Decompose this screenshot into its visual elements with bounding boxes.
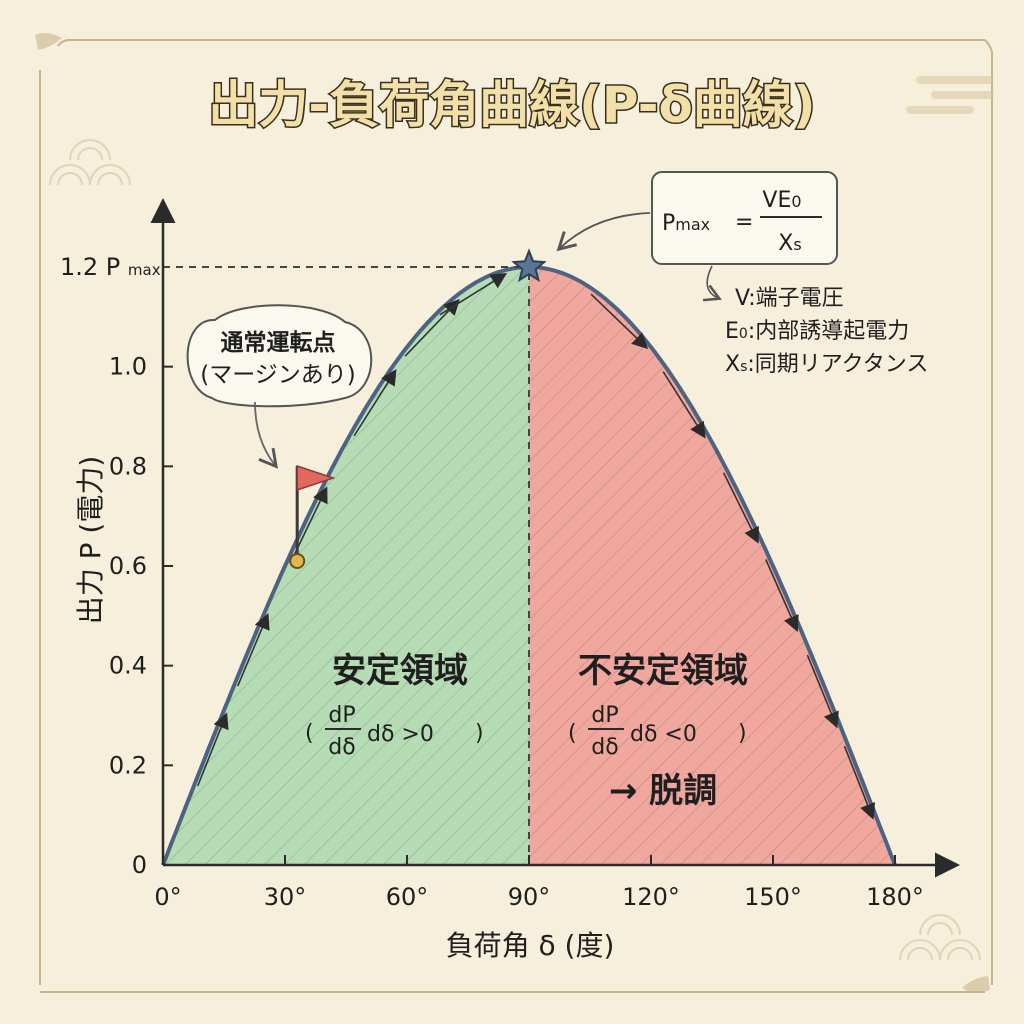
y-tick-label: 0.6 xyxy=(109,552,147,580)
condition-numerator: dP xyxy=(591,703,618,728)
tangent-arrow xyxy=(765,559,799,632)
condition-denominator: dδ xyxy=(591,735,618,760)
condition-close-paren: ) xyxy=(475,721,484,746)
formula-box xyxy=(651,171,838,265)
condition-denominator: dδ xyxy=(328,735,355,760)
y-tick-label: 0.8 xyxy=(109,452,147,480)
x-tick-label: 60° xyxy=(386,883,429,911)
y-tick-label: 0 xyxy=(132,851,147,879)
condition-inequality: dδ <0 xyxy=(630,722,697,747)
condition-open-paren: ( xyxy=(305,721,314,746)
x-tick-label: 150° xyxy=(744,883,802,911)
operating-point-marker xyxy=(289,553,306,570)
operating-point-label: 通常運転点 xyxy=(221,330,336,356)
y-axis-label: 出力 P (電力) xyxy=(74,456,107,625)
speech-bubble xyxy=(186,304,373,408)
y-tick-label: 0.4 xyxy=(109,652,147,680)
x-tick-label: 120° xyxy=(622,883,680,911)
tangent-arrow xyxy=(404,298,460,357)
cloud-decoration-top-right xyxy=(906,76,994,114)
x-axis-label: 負荷角 δ (度) xyxy=(446,929,615,962)
variable-legend-item: V:端子電圧 xyxy=(735,286,844,311)
x-tick-label: 30° xyxy=(264,883,307,911)
x-tick-label: 90° xyxy=(508,883,551,911)
y-tick-label: 1.0 xyxy=(109,353,147,381)
formula-equals: = xyxy=(735,210,753,235)
flag-icon xyxy=(296,464,336,492)
condition-inequality: dδ >0 xyxy=(367,722,434,747)
x-tick-label: 180° xyxy=(866,883,924,911)
condition-open-paren: ( xyxy=(568,721,577,746)
tangent-arrow xyxy=(590,293,649,350)
tangent-arrow xyxy=(196,712,229,787)
unstable-region-label: 不安定領域 xyxy=(578,651,748,691)
formula-denominator: Xs xyxy=(778,231,801,256)
tangent-arrow xyxy=(237,613,270,687)
wave-pattern-bottom-right xyxy=(899,914,981,961)
y-tick-label: 0.2 xyxy=(109,751,147,779)
wave-pattern-top-left xyxy=(49,139,131,186)
axes xyxy=(150,198,960,878)
star-icon xyxy=(511,248,547,283)
tangent-arrow xyxy=(843,745,876,820)
annotations: 通常運転点 (マージンあり) Pmax = VE0 Xs V:端子電圧 E0:内部誘導起電力 X… xyxy=(186,171,928,811)
tangent-arrow xyxy=(806,654,839,729)
tangent-arrow xyxy=(662,371,706,439)
plot-regions xyxy=(163,267,895,865)
x-tick-label: 0° xyxy=(154,883,181,911)
tangent-arrow xyxy=(439,273,508,316)
condition-numerator: dP xyxy=(328,703,355,728)
condition-close-paren: ) xyxy=(738,721,747,746)
formula-numerator: VE0 xyxy=(762,188,801,213)
desync-label: → 脱調 xyxy=(609,771,717,811)
chart-title: 出力-負荷角曲線(P-δ曲線) xyxy=(208,76,815,134)
speech-bubble-pointer xyxy=(254,401,278,469)
tangent-arrow xyxy=(353,368,397,437)
decorative-frame xyxy=(35,33,993,993)
legend-pointer-arrow xyxy=(702,265,722,302)
tick-labels: 0° 30° 60° 90° 120° 150° 180° 0 0.2 0.4 0.6 0.8 1.0 1… xyxy=(60,253,924,911)
unstable-region-hatch xyxy=(529,267,895,865)
stable-region-hatch xyxy=(163,267,529,865)
formula-pointer-arrow xyxy=(556,212,651,252)
variable-legend-item: Xs:同期リアクタンス xyxy=(725,352,928,377)
stable-region-label: 安定領域 xyxy=(332,651,468,691)
operating-point-sublabel: (マージンあり) xyxy=(200,362,356,388)
variable-legend-item: E0:内部誘導起電力 xyxy=(725,319,909,344)
tangent-arrow xyxy=(722,472,759,544)
y-max-label: 1.2 P max xyxy=(60,253,161,281)
formula-lhs: Pmax xyxy=(662,211,710,236)
